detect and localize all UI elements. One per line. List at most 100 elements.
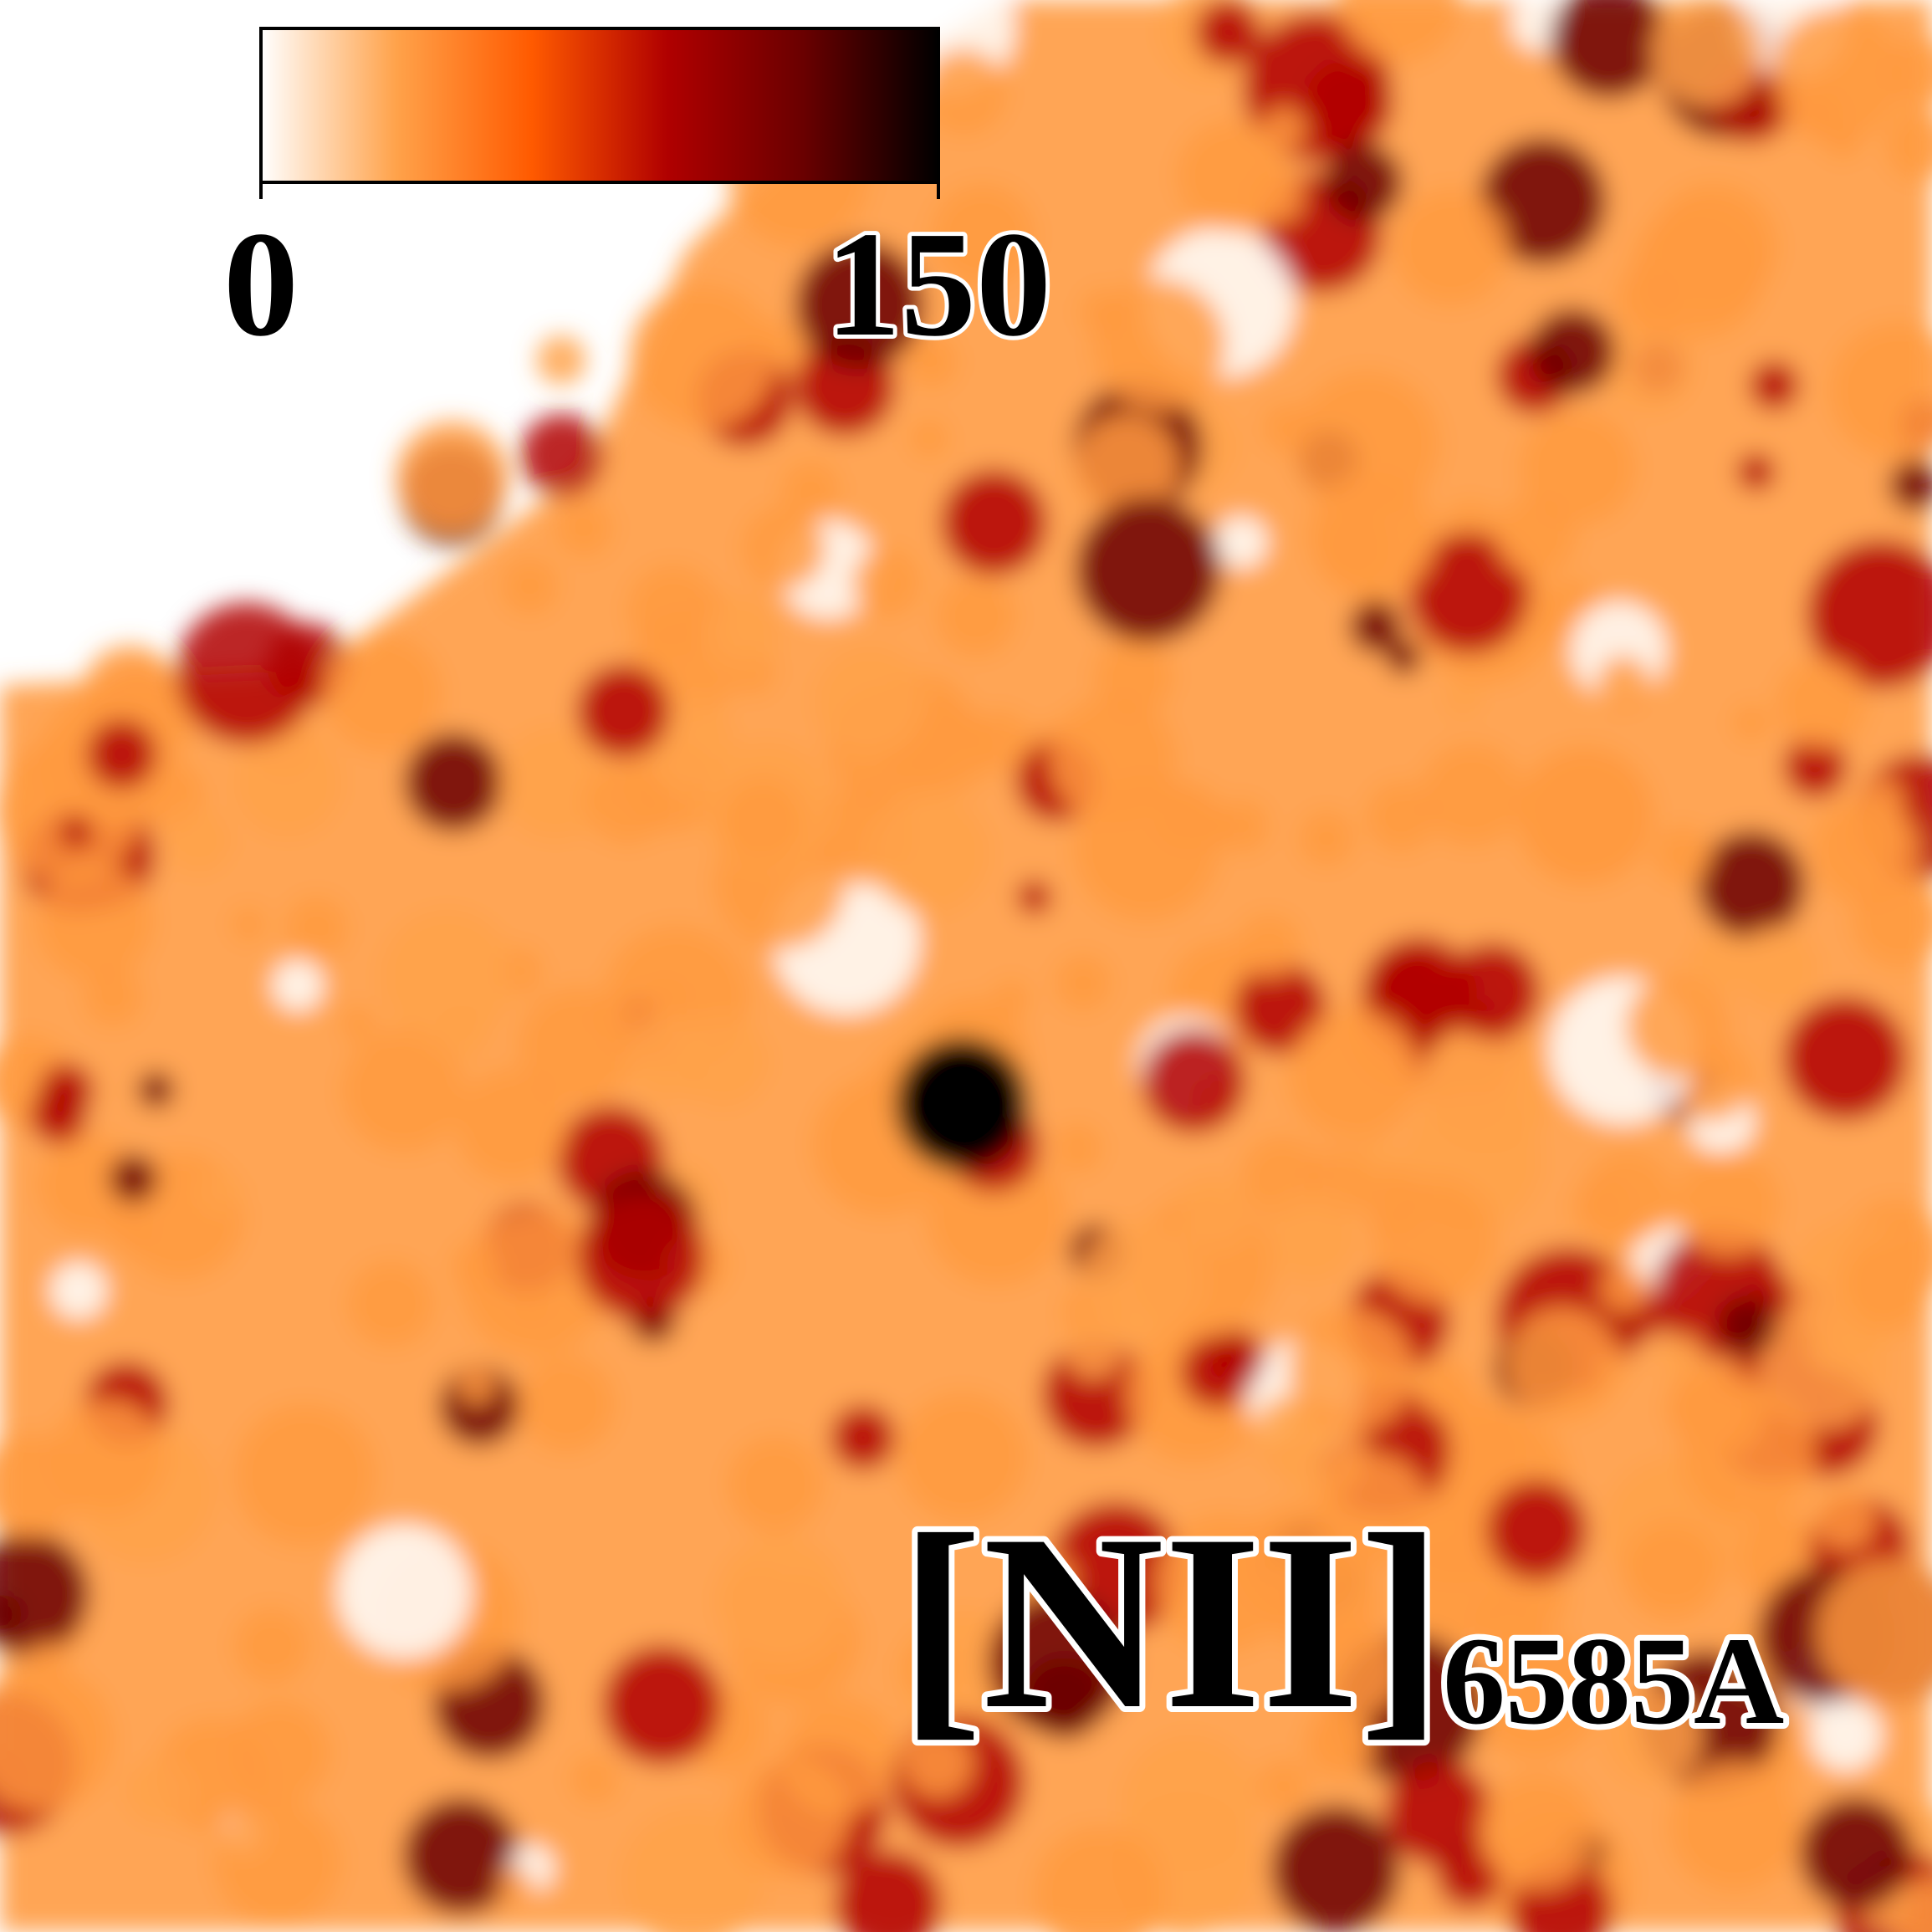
map-blob: [1809, 1698, 1883, 1771]
map-blob: [1141, 1029, 1246, 1133]
map-blob: [1092, 279, 1226, 411]
map-blob: [868, 793, 990, 914]
map-blob: [1079, 1219, 1204, 1343]
map-blob: [1064, 1322, 1122, 1381]
map-blob: [1651, 0, 1763, 108]
map-blob: [109, 1154, 158, 1204]
map-blob: [625, 1015, 711, 1101]
map-blob: [125, 1758, 192, 1825]
map-blob: [1829, 322, 1932, 459]
map-blob: [591, 999, 630, 1037]
map-blob: [909, 418, 949, 457]
map-blob: [49, 1261, 108, 1320]
line-label: [NII]6585A: [899, 1483, 1784, 1761]
map-blob: [834, 1850, 943, 1932]
map-blob: [1393, 188, 1510, 306]
map-blob: [1811, 795, 1920, 906]
map-blob: [1817, 1558, 1932, 1705]
map-blob: [1267, 1193, 1357, 1283]
map-blob: [138, 1071, 174, 1108]
map-blob: [1679, 1385, 1817, 1522]
map-blob: [1757, 1301, 1887, 1431]
map-blob: [380, 908, 515, 1044]
map-blob: [501, 557, 559, 616]
map-blob: [39, 1063, 94, 1117]
map-blob: [570, 1755, 619, 1804]
map-blob: [1572, 1178, 1632, 1238]
map-blob: [1444, 682, 1481, 719]
map-blob: [902, 1727, 974, 1799]
map-blob: [1622, 1521, 1722, 1622]
map-blob: [627, 565, 719, 657]
map-blob: [1180, 1335, 1254, 1409]
colorbar: [259, 27, 940, 184]
colorbar-tick-label: 0: [223, 201, 299, 367]
map-blob: [347, 1260, 435, 1347]
map-blob: [1361, 1169, 1426, 1235]
map-blob: [1304, 1710, 1375, 1781]
map-blob: [1366, 781, 1437, 852]
map-blob: [1600, 319, 1694, 414]
map-blob: [451, 1243, 498, 1291]
map-blob: [461, 1209, 609, 1357]
map-blob: [621, 1808, 764, 1932]
map-blob: [795, 240, 924, 370]
map-blob: [1550, 0, 1669, 99]
map-blob: [1470, 1630, 1601, 1761]
map-blob: [1479, 1772, 1597, 1891]
map-blob: [1505, 1306, 1620, 1422]
map-blob: [941, 469, 1048, 576]
map-blob: [233, 728, 342, 838]
map-blob: [1195, 0, 1260, 64]
map-blob: [1413, 1358, 1472, 1418]
map-blob: [921, 49, 1008, 135]
map-blob: [1408, 532, 1531, 655]
map-blob: [1605, 1687, 1704, 1785]
map-blob: [165, 806, 233, 874]
map-blob: [498, 726, 612, 840]
map-blob: [0, 1665, 115, 1812]
map-blob: [1558, 844, 1596, 882]
map-blob: [214, 1798, 341, 1926]
map-blob: [901, 1641, 955, 1695]
map-blob: [1717, 1296, 1778, 1356]
map-blob: [35, 863, 154, 982]
map-blob: [59, 815, 94, 849]
map-blob: [1520, 409, 1637, 526]
map-blob: [340, 1005, 376, 1042]
map-blob: [233, 1607, 310, 1684]
map-blob: [1783, 734, 1847, 799]
map-blob: [1154, 1514, 1292, 1653]
map-blob: [323, 633, 443, 753]
map-blob: [1075, 497, 1221, 643]
map-blob: [1386, 639, 1422, 675]
map-blob: [1626, 974, 1730, 1078]
map-blob: [105, 1203, 154, 1252]
map-blob: [719, 778, 805, 864]
map-blob: [576, 1192, 706, 1321]
map-blob: [1074, 413, 1180, 519]
map-blob: [742, 506, 825, 590]
map-blob: [1889, 459, 1932, 511]
map-blob: [341, 1028, 466, 1153]
map-blob: [831, 1405, 896, 1470]
map-blob: [936, 575, 1017, 657]
map-blob: [1420, 1019, 1556, 1153]
map-blob: [1338, 0, 1460, 64]
map-blob: [1799, 1797, 1914, 1910]
map-blob: [1403, 1529, 1519, 1644]
map-blob: [814, 645, 926, 757]
map-blob: [1485, 1479, 1588, 1582]
map-blob: [1842, 1237, 1932, 1330]
map-blob: [1053, 1123, 1102, 1173]
map-blob: [1042, 1340, 1151, 1449]
map-blob: [1073, 774, 1219, 921]
map-blob: [555, 498, 613, 557]
map-blob: [518, 1355, 616, 1453]
map-blob: [902, 702, 994, 795]
map-blob: [337, 1524, 473, 1659]
map-blob: [852, 548, 921, 617]
map-blob: [272, 959, 324, 1012]
map-blob: [1299, 810, 1355, 866]
